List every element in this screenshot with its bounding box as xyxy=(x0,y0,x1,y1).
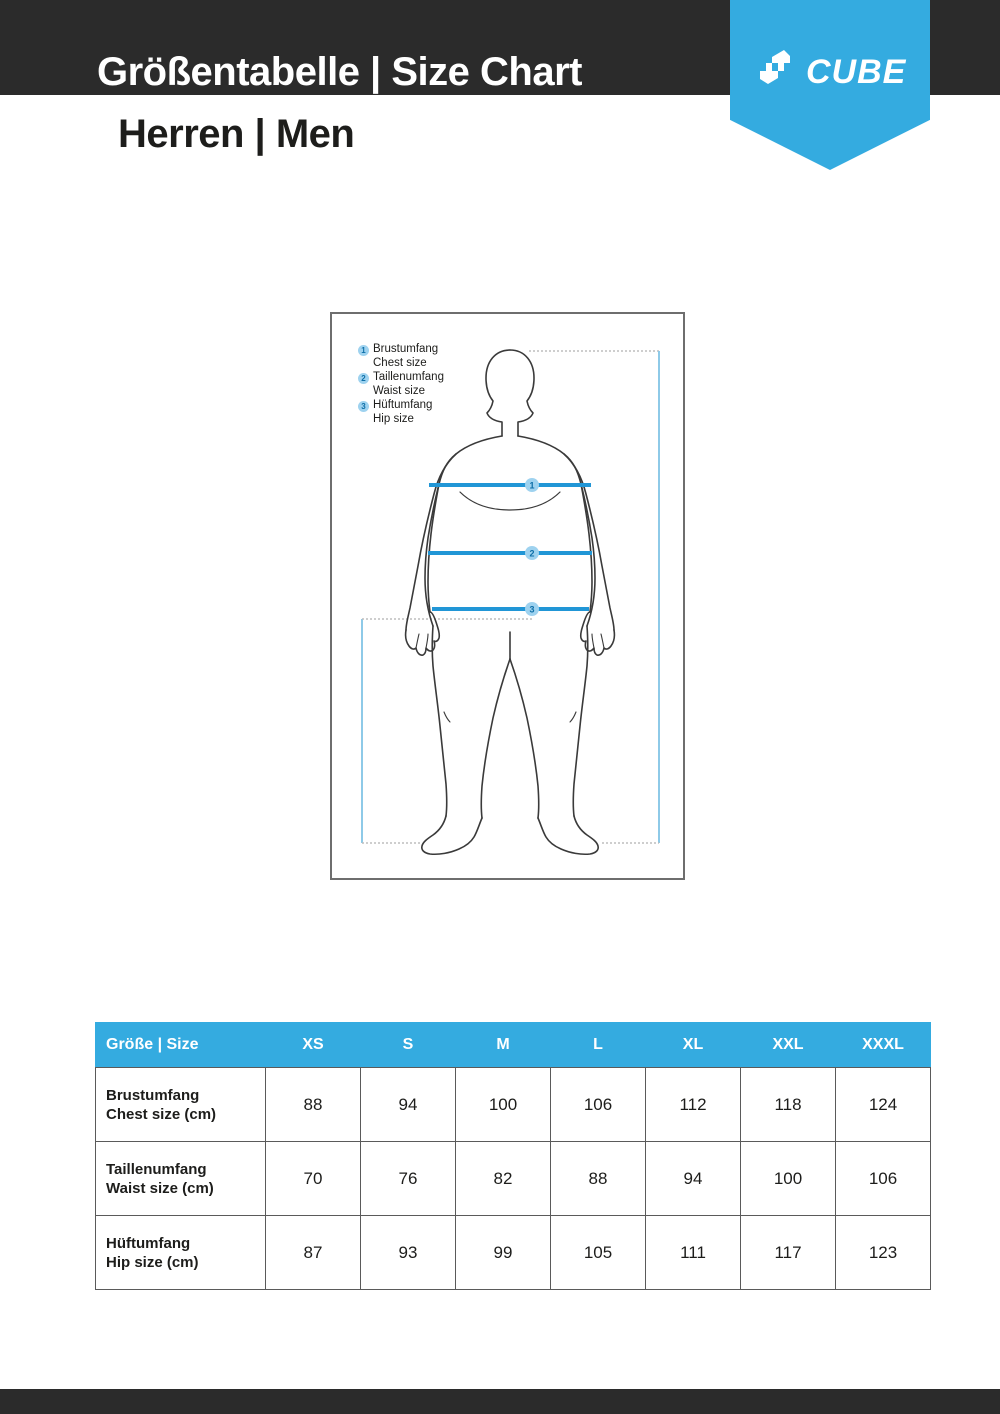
cell-waist-l: 88 xyxy=(550,1141,646,1216)
legend-label-en-1: Chest size xyxy=(373,357,427,369)
row-label-hip: Hüftumfang Hip size (cm) xyxy=(95,1215,266,1290)
column-header-s: S xyxy=(360,1022,456,1068)
legend-badge-3: 3 xyxy=(358,401,369,412)
row-label-chest: Brustumfang Chest size (cm) xyxy=(95,1067,266,1142)
row-label-de: Brustumfang xyxy=(106,1086,200,1104)
legend-item-waist: 2 Taillenumfang Waist size xyxy=(358,370,498,398)
cube-logo-icon xyxy=(760,50,790,84)
cell-waist-m: 82 xyxy=(455,1141,551,1216)
cell-chest-xxxl: 124 xyxy=(835,1067,931,1142)
waist-badge-circle xyxy=(525,546,539,560)
row-label-de: Taillenumfang xyxy=(106,1160,207,1178)
legend-item-chest: 1 Brustumfang Chest size xyxy=(358,342,498,370)
cell-hip-xs: 87 xyxy=(265,1215,361,1290)
page-title-line-1: Größentabelle | Size Chart xyxy=(97,50,582,94)
row-label-en: Chest size (cm) xyxy=(106,1105,217,1123)
page-subtitle-line-2: Herren | Men xyxy=(118,112,355,156)
cell-chest-s: 94 xyxy=(360,1067,456,1142)
column-header-label: Größe | Size xyxy=(95,1022,266,1068)
legend-label-en-2: Waist size xyxy=(373,385,425,397)
cell-chest-xxl: 118 xyxy=(740,1067,836,1142)
legend-item-hip: 3 Hüftumfang Hip size xyxy=(358,398,498,426)
table-row: Taillenumfang Waist size (cm) 70 76 82 8… xyxy=(95,1141,931,1216)
cell-hip-l: 105 xyxy=(550,1215,646,1290)
size-chart-table: Größe | Size XS S M L XL XXL XXXL Brustu… xyxy=(95,1022,931,1290)
cell-chest-xs: 88 xyxy=(265,1067,361,1142)
cell-chest-m: 100 xyxy=(455,1067,551,1142)
column-header-xl: XL xyxy=(645,1022,741,1068)
cube-logo-banner: CUBE xyxy=(730,0,930,170)
legend-badge-2: 2 xyxy=(358,373,369,384)
cell-hip-m: 99 xyxy=(455,1215,551,1290)
hip-badge-label: 3 xyxy=(529,605,534,615)
cell-waist-xxl: 100 xyxy=(740,1141,836,1216)
column-header-l: L xyxy=(550,1022,646,1068)
legend-badge-1: 1 xyxy=(358,345,369,356)
row-label-de: Hüftumfang xyxy=(106,1234,191,1252)
legend-label-de-1: Brustumfang xyxy=(373,343,439,355)
row-label-en: Waist size (cm) xyxy=(106,1179,214,1197)
legend-label-de-3: Hüftumfang xyxy=(373,399,433,411)
row-label-waist: Taillenumfang Waist size (cm) xyxy=(95,1141,266,1216)
cell-waist-xs: 70 xyxy=(265,1141,361,1216)
body-measurement-figure: 1 2 3 1 Brustumfang Chest size 2 Taillen… xyxy=(330,312,685,880)
cell-waist-xl: 94 xyxy=(645,1141,741,1216)
chest-badge-circle xyxy=(525,478,539,492)
cell-hip-xxxl: 123 xyxy=(835,1215,931,1290)
cell-chest-xl: 112 xyxy=(645,1067,741,1142)
measurement-lines: 1 2 3 xyxy=(428,478,592,616)
legend-label-de-2: Taillenumfang xyxy=(373,371,444,383)
cell-waist-s: 76 xyxy=(360,1141,456,1216)
cell-waist-xxxl: 106 xyxy=(835,1141,931,1216)
table-row: Brustumfang Chest size (cm) 88 94 100 10… xyxy=(95,1067,931,1142)
table-row: Hüftumfang Hip size (cm) 87 93 99 105 11… xyxy=(95,1215,931,1290)
waist-badge-label: 2 xyxy=(529,549,534,559)
male-body-diagram: 1 2 3 xyxy=(361,349,660,856)
legend-label-en-3: Hip size xyxy=(373,413,414,425)
footer-bar xyxy=(0,1389,1000,1414)
table-header-row: Größe | Size XS S M L XL XXL XXXL xyxy=(95,1022,931,1068)
cube-logo-text: CUBE xyxy=(806,53,907,91)
cell-hip-s: 93 xyxy=(360,1215,456,1290)
cell-chest-l: 106 xyxy=(550,1067,646,1142)
body-outline xyxy=(404,349,616,856)
column-header-xxxl: XXXL xyxy=(835,1022,931,1068)
figure-legend: 1 Brustumfang Chest size 2 Taillenumfang… xyxy=(358,342,498,426)
row-label-en: Hip size (cm) xyxy=(106,1253,199,1271)
cell-hip-xxl: 117 xyxy=(740,1215,836,1290)
column-header-xxl: XXL xyxy=(740,1022,836,1068)
column-header-xs: XS xyxy=(265,1022,361,1068)
column-header-m: M xyxy=(455,1022,551,1068)
hip-badge-circle xyxy=(525,602,539,616)
chest-badge-label: 1 xyxy=(529,481,534,491)
cell-hip-xl: 111 xyxy=(645,1215,741,1290)
